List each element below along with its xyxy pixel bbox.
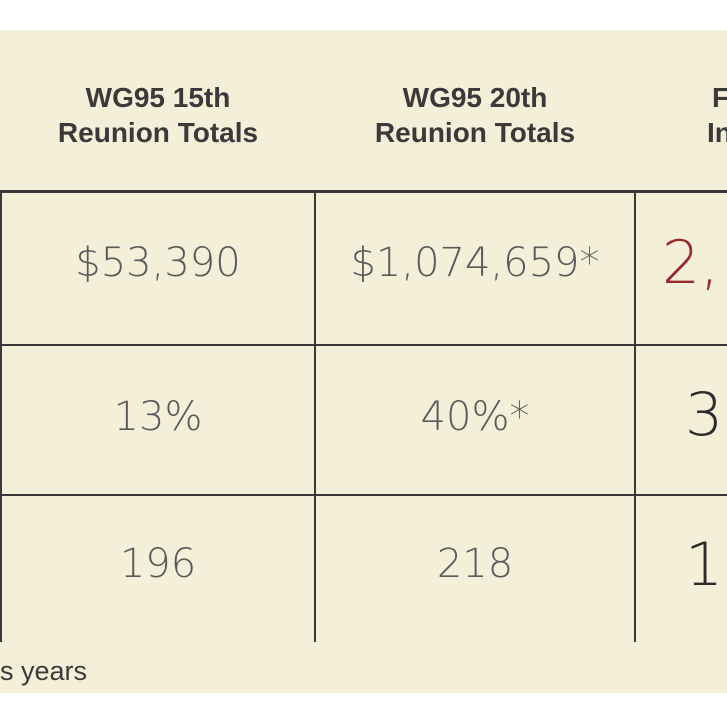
cell: $1,074,659* xyxy=(350,240,600,286)
cell: 2, xyxy=(662,228,720,298)
header-line: WG95 20th xyxy=(402,82,548,113)
cell: $53,390 xyxy=(75,240,241,286)
cell: 1 xyxy=(685,530,724,600)
header-line: In xyxy=(707,117,727,148)
cell: 3 xyxy=(685,380,724,450)
table-panel xyxy=(0,30,727,693)
column-rule xyxy=(634,192,636,642)
column-header: WG95 15th Reunion Totals xyxy=(0,80,316,150)
column-header: WG95 20th Reunion Totals xyxy=(316,80,634,150)
header-line: WG95 15th xyxy=(85,82,231,113)
header-rule xyxy=(0,190,727,193)
cell: 13% xyxy=(113,394,203,440)
header-line: Reunion Totals xyxy=(57,117,259,148)
column-header: F In xyxy=(700,80,727,150)
column-rule xyxy=(0,192,2,642)
cell: 196 xyxy=(119,541,197,587)
cell: 40%* xyxy=(420,394,530,440)
header-line: F xyxy=(712,82,727,113)
cell: 218 xyxy=(436,541,514,587)
footnote: s years xyxy=(0,656,88,686)
column-rule xyxy=(314,192,316,642)
row-rule xyxy=(0,344,727,346)
header-line: Reunion Totals xyxy=(374,117,576,148)
row-rule xyxy=(0,494,727,496)
